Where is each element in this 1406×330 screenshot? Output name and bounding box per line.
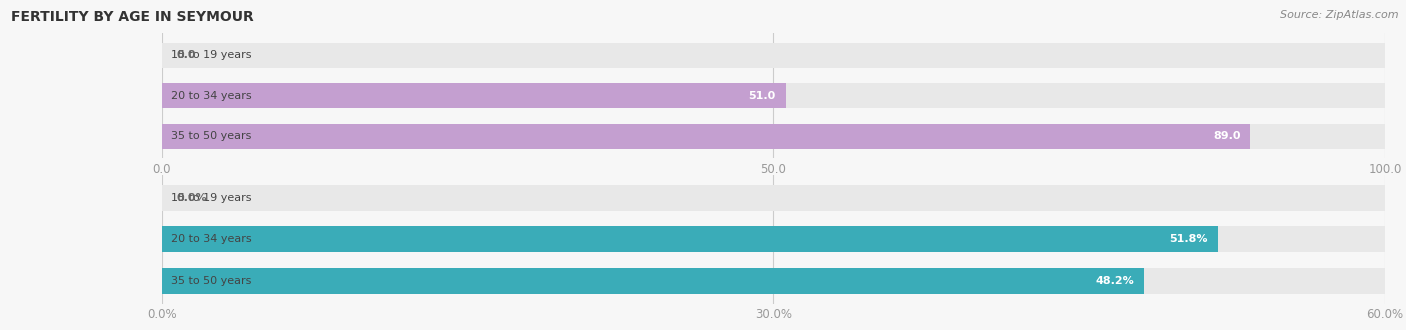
Bar: [162, 226, 1218, 252]
Bar: [162, 268, 1385, 294]
Text: FERTILITY BY AGE IN SEYMOUR: FERTILITY BY AGE IN SEYMOUR: [11, 10, 254, 24]
Text: 48.2%: 48.2%: [1095, 276, 1135, 286]
Text: Source: ZipAtlas.com: Source: ZipAtlas.com: [1281, 10, 1399, 20]
Text: 35 to 50 years: 35 to 50 years: [172, 276, 252, 286]
Text: 0.0: 0.0: [176, 50, 195, 60]
Bar: [162, 124, 1250, 149]
Text: 20 to 34 years: 20 to 34 years: [172, 91, 252, 101]
Text: 51.8%: 51.8%: [1170, 234, 1208, 244]
Text: 0.0%: 0.0%: [176, 193, 207, 203]
Bar: [162, 43, 1385, 68]
Bar: [162, 185, 1385, 211]
Text: 15 to 19 years: 15 to 19 years: [172, 193, 252, 203]
Text: 51.0: 51.0: [748, 91, 776, 101]
Text: 20 to 34 years: 20 to 34 years: [172, 234, 252, 244]
Bar: [162, 268, 1144, 294]
Text: 89.0: 89.0: [1213, 131, 1240, 141]
Bar: [162, 83, 1385, 108]
Bar: [162, 124, 1385, 149]
Text: 35 to 50 years: 35 to 50 years: [172, 131, 252, 141]
Text: 15 to 19 years: 15 to 19 years: [172, 50, 252, 60]
Bar: [162, 226, 1385, 252]
Bar: [162, 83, 786, 108]
